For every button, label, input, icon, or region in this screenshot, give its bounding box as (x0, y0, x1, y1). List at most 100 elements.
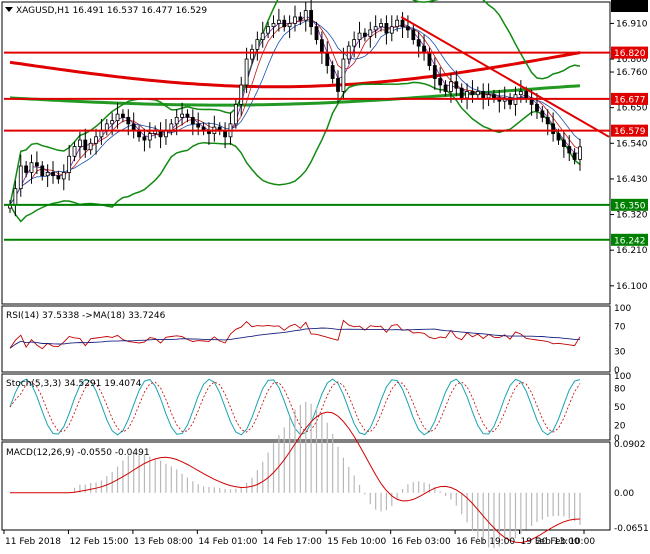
price-tick-label: 16.320 (616, 211, 648, 221)
candle-body (406, 26, 410, 31)
chart-menu-arrow-icon[interactable] (5, 7, 13, 12)
price-tick-label: 16.100 (616, 282, 648, 292)
slow-ma-red (9, 51, 581, 89)
level-label: 16.529 (614, 0, 646, 3)
candle-body (572, 152, 577, 160)
candle-body (56, 175, 61, 180)
candle-body (298, 16, 303, 21)
candle-body (34, 162, 39, 167)
stoch-tick-label: 20 (614, 422, 626, 432)
candle-body (373, 26, 378, 31)
candle-body (40, 165, 45, 177)
level-label-bg (611, 233, 648, 246)
macd-tick-label: 0.00 (614, 489, 634, 499)
rsi-line (9, 319, 581, 350)
candle-body (13, 188, 18, 206)
main-plot (4, 0, 610, 241)
candle-body (131, 123, 136, 131)
candle-body (384, 23, 389, 34)
candle-body (174, 116, 179, 125)
candle-body (276, 19, 281, 24)
level-label-bg (611, 124, 648, 137)
candle-body (169, 123, 174, 131)
candle-body (239, 84, 244, 105)
rsi-panel-frame (1, 305, 611, 373)
candle-body (411, 29, 416, 41)
stoch-tick-label: 0 (614, 434, 620, 444)
candle-body (357, 32, 362, 41)
level-label-bg (611, 198, 648, 211)
candle-body (465, 91, 469, 99)
candle-body (196, 123, 201, 128)
price-tick-label: 16.430 (616, 175, 648, 185)
bollinger-upper (9, 0, 581, 205)
candle-body (115, 113, 120, 122)
candle-body (260, 32, 265, 41)
price-tick-label: 16.910 (616, 19, 648, 29)
candle-body (363, 32, 367, 37)
macd-tick-label: -0.0651 (614, 524, 649, 534)
macd-signal-line (10, 411, 581, 544)
candle-body (492, 94, 496, 99)
candle-body (551, 123, 556, 134)
axes: 16.910 16.800 16.760 16.650 16.540 16.430 16.3… (3, 0, 649, 547)
time-label: 20 Feb 10:00 (536, 537, 595, 547)
candle-body (459, 87, 464, 99)
rsi-plot (9, 319, 581, 350)
candle-body (524, 91, 529, 99)
candle-body (309, 10, 314, 28)
candle-body (341, 58, 346, 92)
time-label: 16 Feb 19:00 (456, 537, 515, 547)
candle-body (535, 104, 539, 112)
price-tick-label: 16.760 (616, 68, 648, 78)
candle-body (475, 91, 480, 96)
candle-body (147, 133, 152, 141)
candle-body (427, 52, 432, 66)
rsi-tick-label: 100 (614, 304, 631, 314)
candle-body (454, 81, 459, 89)
candle-body (314, 26, 319, 41)
rsi-tick-label: 0 (614, 366, 620, 376)
rsi-tick-label: 70 (614, 323, 626, 333)
main-panel-frame (1, 1, 611, 305)
candle-body (282, 19, 287, 28)
candle-body (51, 172, 55, 177)
time-label: 15 Feb 10:00 (327, 537, 386, 547)
candle-body (142, 136, 147, 141)
trend-line (400, 16, 610, 138)
level-label-bg (611, 46, 648, 59)
candle-body (470, 91, 475, 96)
level-label: 16.242 (614, 236, 646, 246)
candle-body (180, 113, 184, 118)
macd-tick-label: 0.0902 (614, 440, 646, 450)
candle-body (271, 23, 276, 28)
candle-body (185, 113, 190, 118)
candle-body (325, 52, 330, 66)
candle-body (400, 19, 405, 28)
macd-header: MACD(12,26,9) -0.0550 -0.0491 (6, 448, 150, 458)
candle-body (250, 48, 254, 60)
price-tick-label: 16.210 (616, 246, 648, 256)
candle-body (561, 139, 566, 147)
candle-body (121, 113, 125, 118)
candle-body (104, 123, 109, 131)
price-tick-label: 16.540 (616, 139, 648, 149)
candle-body (303, 10, 308, 21)
candle-body (45, 172, 50, 177)
stoch-tick-label: 80 (614, 384, 626, 394)
candle-body (29, 162, 34, 173)
level-label: 16.677 (614, 95, 646, 105)
level-label: 16.820 (614, 49, 646, 59)
time-label: 11 Feb 2018 (5, 537, 61, 547)
candle-body (438, 78, 443, 86)
rsi-header: RSI(14) 37.5338 ->MA(18) 33.7246 (6, 311, 166, 321)
candle-body (287, 23, 292, 28)
candle-body (443, 84, 448, 92)
candle-body (110, 120, 115, 125)
time-label: 12 Feb 15:00 (69, 537, 128, 547)
stoch-header: Stoch(5,3,3) 34.5291 19.4074 (6, 379, 142, 389)
candle-body (83, 139, 88, 151)
rsi-tick-label: 30 (614, 347, 626, 357)
